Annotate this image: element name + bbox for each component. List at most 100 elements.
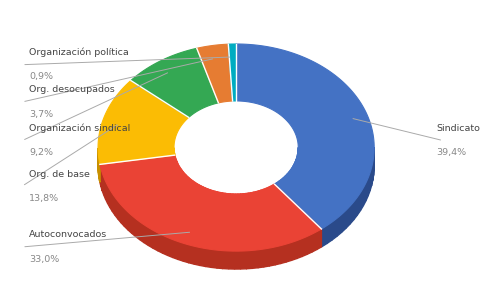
Polygon shape bbox=[244, 194, 246, 212]
Polygon shape bbox=[195, 182, 196, 201]
Polygon shape bbox=[180, 168, 182, 188]
Polygon shape bbox=[292, 241, 297, 260]
Polygon shape bbox=[206, 249, 211, 267]
Polygon shape bbox=[131, 48, 219, 117]
Polygon shape bbox=[177, 163, 178, 183]
Polygon shape bbox=[281, 244, 286, 264]
Polygon shape bbox=[132, 215, 136, 236]
Polygon shape bbox=[228, 44, 236, 101]
Polygon shape bbox=[102, 173, 104, 195]
Polygon shape bbox=[270, 247, 275, 266]
Polygon shape bbox=[241, 251, 246, 269]
Polygon shape bbox=[163, 235, 168, 255]
Polygon shape bbox=[275, 246, 281, 265]
Polygon shape bbox=[286, 174, 287, 194]
Text: Org. desocupados: Org. desocupados bbox=[29, 85, 115, 95]
Polygon shape bbox=[287, 172, 289, 192]
Polygon shape bbox=[140, 222, 144, 243]
Polygon shape bbox=[212, 191, 215, 209]
Polygon shape bbox=[259, 190, 261, 209]
Polygon shape bbox=[104, 177, 106, 199]
Polygon shape bbox=[136, 219, 140, 240]
Polygon shape bbox=[238, 194, 241, 212]
Polygon shape bbox=[230, 194, 233, 212]
Polygon shape bbox=[272, 184, 274, 203]
Polygon shape bbox=[342, 210, 346, 233]
Polygon shape bbox=[284, 176, 286, 196]
Polygon shape bbox=[189, 178, 191, 198]
Polygon shape bbox=[233, 194, 235, 212]
Polygon shape bbox=[363, 183, 366, 206]
Polygon shape bbox=[350, 202, 354, 224]
Text: Sindicato: Sindicato bbox=[436, 124, 480, 133]
Text: 0,9%: 0,9% bbox=[29, 72, 53, 81]
Polygon shape bbox=[115, 198, 118, 219]
Polygon shape bbox=[121, 205, 124, 226]
Polygon shape bbox=[370, 168, 371, 191]
Polygon shape bbox=[297, 239, 302, 259]
Polygon shape bbox=[158, 233, 163, 253]
Polygon shape bbox=[168, 237, 173, 258]
Polygon shape bbox=[279, 179, 281, 199]
Text: Organización sindical: Organización sindical bbox=[29, 124, 130, 133]
Polygon shape bbox=[197, 44, 233, 103]
Polygon shape bbox=[236, 44, 374, 229]
Polygon shape bbox=[256, 191, 259, 210]
Polygon shape bbox=[201, 186, 203, 205]
Polygon shape bbox=[312, 232, 317, 252]
Polygon shape bbox=[235, 194, 238, 212]
Polygon shape bbox=[268, 187, 270, 205]
Polygon shape bbox=[220, 192, 222, 211]
Polygon shape bbox=[229, 251, 235, 269]
Polygon shape bbox=[317, 229, 321, 249]
Polygon shape bbox=[100, 164, 101, 187]
Polygon shape bbox=[246, 250, 252, 269]
Polygon shape bbox=[101, 169, 102, 191]
Polygon shape bbox=[274, 183, 277, 202]
Polygon shape bbox=[291, 168, 292, 188]
Polygon shape bbox=[223, 251, 229, 269]
Polygon shape bbox=[264, 248, 270, 267]
Polygon shape bbox=[110, 190, 112, 211]
Polygon shape bbox=[222, 193, 225, 211]
Polygon shape bbox=[252, 250, 258, 268]
Polygon shape bbox=[188, 177, 189, 196]
Polygon shape bbox=[148, 227, 153, 248]
Polygon shape bbox=[203, 187, 205, 206]
Text: 33,0%: 33,0% bbox=[29, 255, 59, 264]
Polygon shape bbox=[368, 173, 370, 196]
Polygon shape bbox=[184, 173, 186, 193]
Polygon shape bbox=[246, 193, 248, 211]
Polygon shape bbox=[295, 159, 296, 179]
Polygon shape bbox=[366, 178, 368, 201]
Polygon shape bbox=[195, 246, 200, 265]
Text: 39,4%: 39,4% bbox=[436, 148, 466, 157]
Polygon shape bbox=[178, 165, 179, 185]
Polygon shape bbox=[277, 181, 279, 201]
Polygon shape bbox=[357, 193, 361, 215]
Polygon shape bbox=[235, 251, 241, 269]
Polygon shape bbox=[183, 172, 184, 191]
Polygon shape bbox=[100, 155, 321, 251]
Text: 13,8%: 13,8% bbox=[29, 194, 59, 203]
Polygon shape bbox=[337, 214, 342, 236]
Polygon shape bbox=[286, 243, 292, 262]
Polygon shape bbox=[261, 189, 264, 208]
Polygon shape bbox=[294, 161, 295, 182]
Text: Autoconvocados: Autoconvocados bbox=[29, 230, 107, 239]
Polygon shape bbox=[264, 188, 266, 207]
Polygon shape bbox=[215, 191, 218, 210]
Polygon shape bbox=[217, 250, 223, 268]
Polygon shape bbox=[346, 206, 350, 228]
Text: Organización política: Organización política bbox=[29, 48, 129, 57]
Polygon shape bbox=[361, 188, 363, 210]
Text: 3,7%: 3,7% bbox=[29, 110, 53, 119]
Polygon shape bbox=[189, 245, 195, 264]
Polygon shape bbox=[270, 185, 272, 204]
Text: Org. de base: Org. de base bbox=[29, 170, 90, 178]
Polygon shape bbox=[191, 179, 193, 199]
Polygon shape bbox=[210, 190, 212, 209]
Polygon shape bbox=[321, 226, 327, 247]
Polygon shape bbox=[248, 193, 251, 211]
Polygon shape bbox=[112, 194, 115, 215]
